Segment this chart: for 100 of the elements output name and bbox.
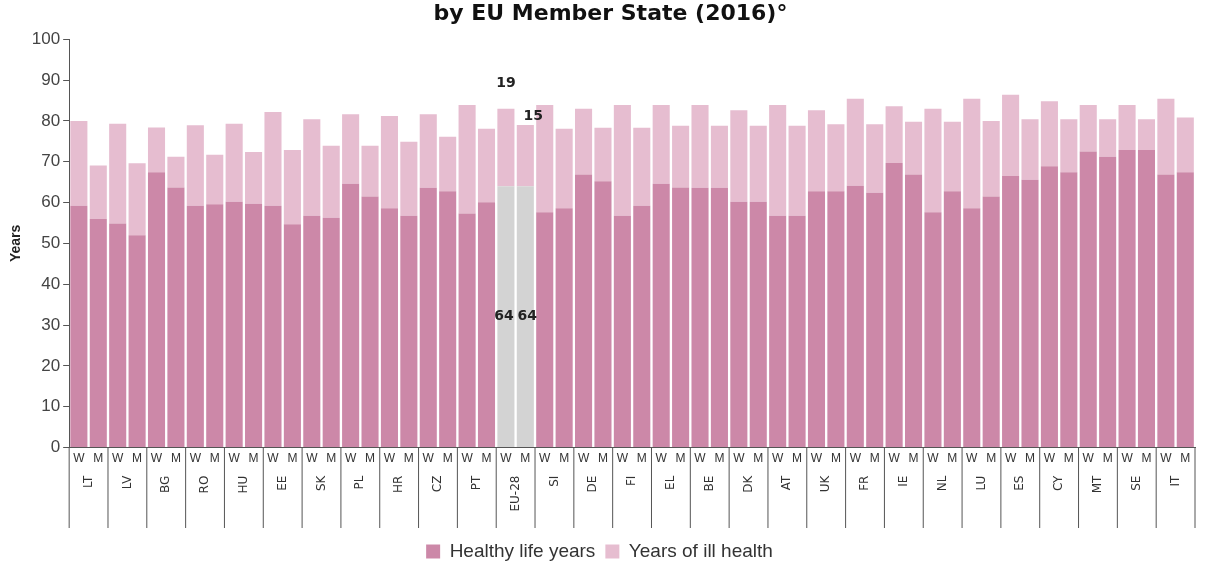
bar <box>1002 176 1020 448</box>
x-tick-label: W <box>1043 451 1056 466</box>
bar <box>788 125 806 216</box>
bar <box>924 212 942 448</box>
bar <box>575 174 593 448</box>
bar <box>497 108 515 187</box>
bar <box>555 208 573 448</box>
bar <box>1176 117 1194 173</box>
bar <box>342 114 360 184</box>
bar <box>672 187 690 448</box>
bar <box>70 205 88 448</box>
bar <box>943 121 961 192</box>
bar <box>710 125 728 188</box>
bar <box>458 104 476 214</box>
bar <box>749 201 767 448</box>
text: HU <box>235 475 250 494</box>
bar <box>866 192 884 448</box>
bar <box>361 145 379 197</box>
text: MT <box>1090 474 1105 494</box>
bar <box>885 162 903 448</box>
bar <box>691 104 709 188</box>
x-tick-label: M <box>1141 451 1152 466</box>
bar <box>943 191 961 448</box>
bar <box>846 98 864 186</box>
x-tick-label: W <box>927 451 940 466</box>
x-tick-label: W <box>810 451 823 466</box>
y-tick-label: 80 <box>41 110 61 130</box>
text: CY <box>1051 474 1066 492</box>
text: PT <box>468 474 483 491</box>
x-tick-label: M <box>209 451 220 466</box>
bar <box>982 120 1000 197</box>
bar <box>963 208 981 448</box>
bar <box>1079 151 1097 448</box>
bar <box>147 127 166 173</box>
bar <box>827 191 845 448</box>
x-tick-label: M <box>636 451 647 466</box>
x-tick-label: W <box>73 451 86 466</box>
bar <box>749 125 767 202</box>
bar <box>303 119 321 216</box>
text: PL <box>352 475 367 490</box>
bar <box>186 125 204 206</box>
text: LU <box>973 475 988 491</box>
x-tick-label: W <box>267 451 280 466</box>
text: LV <box>119 474 134 490</box>
bar <box>1021 119 1039 180</box>
bar <box>846 185 864 448</box>
bar <box>885 106 903 163</box>
y-tick-label: 100 <box>31 28 61 48</box>
bar <box>89 218 107 448</box>
x-tick-label: M <box>597 451 608 466</box>
x-tick-label: W <box>772 451 784 466</box>
bar <box>109 123 127 224</box>
x-tick-label: W <box>733 451 746 466</box>
bar <box>1157 174 1175 448</box>
text: DE <box>585 475 600 493</box>
bar <box>807 191 826 448</box>
x-tick-label: M <box>287 451 298 466</box>
x-tick-label: M <box>1063 451 1074 466</box>
bar <box>1118 149 1136 448</box>
bar <box>924 108 942 213</box>
x-tick-label: M <box>714 451 725 466</box>
x-tick-label: M <box>792 451 803 466</box>
bar <box>1157 98 1175 175</box>
data-label: 19 <box>496 74 516 91</box>
x-tick-label: W <box>306 451 319 466</box>
x-tick-label: M <box>1102 451 1113 466</box>
bar <box>866 124 884 193</box>
y-tick-label: 40 <box>41 273 61 293</box>
text: EL <box>663 475 678 490</box>
x-tick-label: W <box>228 451 241 466</box>
bar <box>827 124 845 192</box>
bar <box>167 156 185 188</box>
bar <box>691 187 709 448</box>
bar <box>439 136 457 192</box>
x-tick-label: W <box>888 451 901 466</box>
bar <box>186 205 204 448</box>
text: UK <box>818 474 833 493</box>
bar <box>361 196 379 448</box>
data-label: 64 <box>517 307 538 324</box>
x-tick-label: W <box>655 451 668 466</box>
bar <box>419 114 437 188</box>
bar <box>788 215 806 448</box>
bar <box>536 212 554 448</box>
x-tick-label: M <box>830 451 841 466</box>
text: NL <box>934 475 949 492</box>
y-tick-label: 30 <box>41 314 61 334</box>
bar <box>1137 119 1156 150</box>
bar <box>245 203 263 448</box>
x-tick-label: M <box>1180 451 1191 466</box>
bar <box>70 120 88 206</box>
bar <box>128 235 146 448</box>
text: CZ <box>430 475 445 493</box>
data-label: 15 <box>523 106 544 123</box>
text: FI <box>624 475 639 487</box>
x-tick-label: M <box>520 451 531 466</box>
legend-label: Years of ill health <box>628 539 773 561</box>
y-tick-label: 60 <box>41 192 61 212</box>
bar <box>730 110 748 202</box>
bar <box>1002 94 1020 177</box>
x-tick-label: W <box>112 451 125 466</box>
